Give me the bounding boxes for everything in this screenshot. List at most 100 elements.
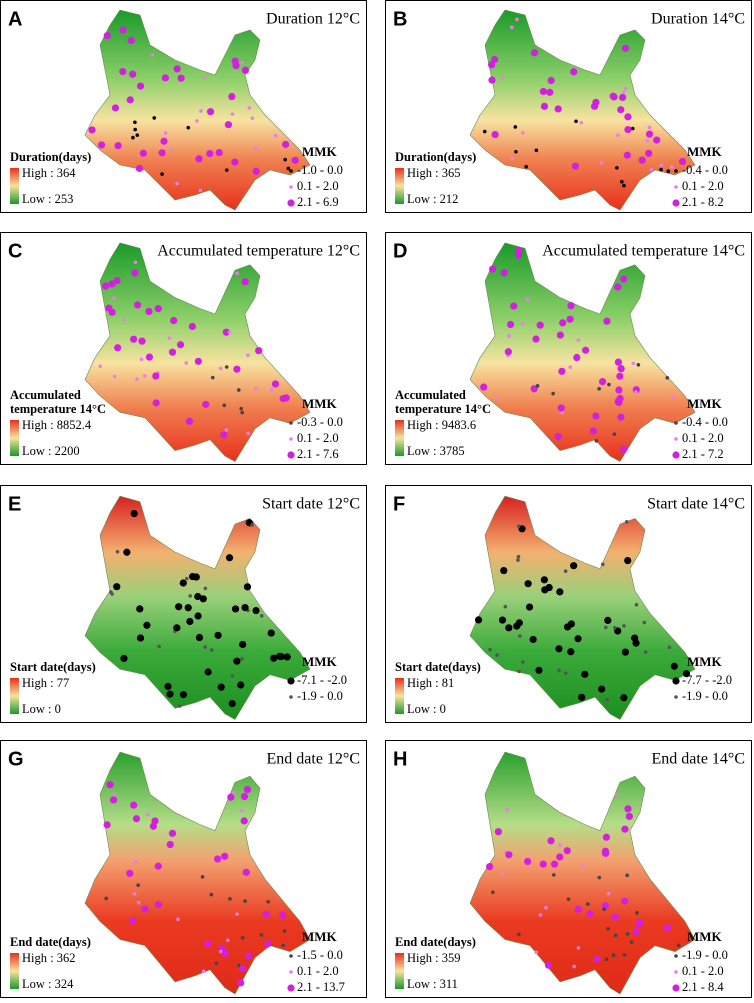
panel-frame [0,232,367,465]
station-dot [491,890,495,895]
station-dot [106,781,114,789]
station-dot [611,953,616,957]
station-dot [228,92,236,101]
province-map [469,495,696,720]
legend-dot [289,185,293,189]
station-dot [213,855,222,863]
station-dot [215,148,223,157]
station-dot [253,146,258,150]
station-dot [505,807,509,812]
mmk-class: -0.4 - 0.0 [682,163,728,177]
legend-high: High : 77 [22,676,69,690]
station-dot [544,905,548,910]
station-dot [202,75,207,80]
panel: B Duration 14°C Duration(days) High : 365 Lo… [385,0,752,213]
station-dot [518,634,522,638]
station-dot [134,859,138,864]
station-dot [615,398,623,407]
station-dot [133,120,137,125]
station-dot [112,374,117,379]
station-dot [624,126,632,134]
station-dot [246,431,251,436]
station-dot [222,403,227,408]
station-dot [540,102,549,110]
station-dot [552,873,556,877]
panel-title: Start date 12°C [262,496,360,513]
station-dot [521,660,525,664]
station-dot [192,573,200,581]
station-dot [88,126,96,134]
station-dot [630,126,635,131]
station-dot [613,625,617,630]
station-dot [636,919,644,927]
station-dot [559,319,567,327]
station-dot [593,955,601,963]
station-dot [200,875,205,879]
station-dot [243,583,252,591]
station-dot [486,862,494,871]
station-dot [283,157,287,162]
legend-dot [289,169,293,173]
station-dot [598,685,606,693]
station-dot [524,164,529,169]
station-dot [152,372,160,380]
station-dot [653,136,661,144]
station-dot [221,949,229,957]
station-dot [119,26,127,34]
station-dot [560,410,564,415]
legend-title: temperature 14°C [10,402,106,416]
station-dot [241,604,249,612]
station-dot [645,138,650,143]
station-dot [603,625,608,630]
station-dot [199,109,203,113]
station-dot [500,269,508,277]
station-dot [632,928,640,936]
station-dot [636,363,641,367]
legend-low: Low : 0 [22,702,61,716]
station-dot [554,433,562,441]
station-dot [291,156,299,164]
station-dot [168,829,177,837]
station-dot [210,375,215,380]
station-dot [103,821,111,829]
station-dot [282,140,290,148]
station-dot [525,603,534,611]
station-dot [152,116,157,120]
station-dot [649,167,654,172]
station-dot [227,330,232,335]
station-dot [631,361,636,366]
station-dot [282,929,287,933]
legend-title: Start date(days) [395,660,481,674]
station-dot [598,378,607,386]
station-dot [266,900,271,904]
station-dot [136,634,145,642]
station-dot [286,166,291,171]
legend-title: End date(days) [10,935,91,949]
station-dot [629,940,634,944]
station-dot [606,926,610,931]
province-map [469,242,696,462]
legend-high: High : 362 [22,951,75,965]
station-dot [199,595,207,603]
station-dot [173,624,181,632]
legend-dot [674,954,678,958]
station-dot [110,592,114,596]
legend-title: Start date(days) [10,660,96,674]
station-dot [571,162,579,170]
station-dot [500,871,505,875]
station-dot [539,87,548,96]
station-dot [154,862,162,870]
station-dot [157,644,161,649]
station-dot [142,374,147,378]
legend-dot [674,421,678,425]
station-dot [634,390,638,394]
station-dot [122,318,127,322]
panel-frame [385,485,752,723]
station-dot [164,682,172,691]
station-dot [173,65,181,73]
station-dot [233,657,241,665]
station-dot [621,90,626,95]
legend-dot [287,677,295,685]
legend-dot [672,451,680,459]
